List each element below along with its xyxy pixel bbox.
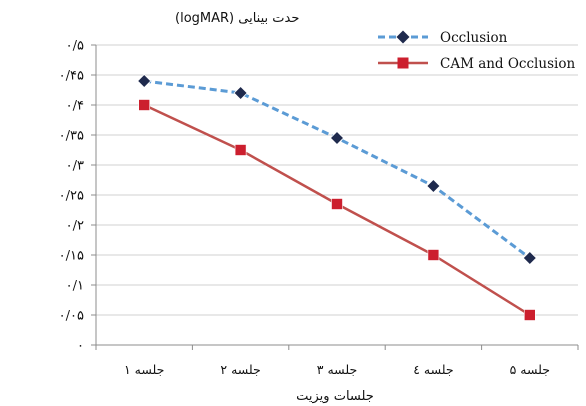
x-tick-label: جلسه ٤ bbox=[413, 362, 453, 377]
data-point-occlusion bbox=[233, 85, 248, 101]
x-tick-label: جلسه ۵ bbox=[510, 362, 550, 377]
y-tick-label: ۰/۱ bbox=[66, 279, 84, 294]
series-markers bbox=[137, 73, 537, 321]
legend-marker-cam-and-occlusion bbox=[397, 57, 409, 69]
x-tick-labels: جلسه ۱ جلسه ۲ جلسه ۳ جلسه ٤ جلسه ۵ bbox=[95, 345, 579, 377]
y-tick-label: ۰/۵ bbox=[66, 39, 84, 54]
legend-marker-occlusion bbox=[396, 30, 410, 44]
data-point-cam-and-occlusion bbox=[427, 249, 440, 261]
y-tick-label: ۰/۳ bbox=[66, 159, 84, 174]
x-tick-label: جلسه ۱ bbox=[124, 362, 164, 377]
y-tick-label: ۰/۲۵ bbox=[59, 189, 84, 204]
series-lines bbox=[143, 79, 531, 317]
data-point-occlusion bbox=[329, 130, 345, 146]
data-point-cam-and-occlusion bbox=[234, 144, 247, 156]
y-tick-label: ۰/۱۵ bbox=[59, 249, 84, 264]
y-tick-label: ۰/۲ bbox=[66, 219, 84, 234]
data-point-occlusion bbox=[426, 178, 441, 194]
data-point-cam-and-occlusion bbox=[331, 198, 343, 210]
y-axis-title: حدت بینایی (logMAR) bbox=[175, 11, 299, 26]
y-tick-label: ۰/۰۵ bbox=[59, 309, 84, 324]
series-line-0 bbox=[144, 79, 531, 260]
data-point-occlusion bbox=[522, 250, 537, 266]
data-point-cam-and-occlusion bbox=[138, 99, 150, 111]
y-tick-label: ۰/۴ bbox=[66, 99, 84, 114]
gridlines bbox=[96, 44, 578, 316]
y-tick-label: ۰ bbox=[77, 339, 84, 354]
legend-item-cam-and-occlusion: CAM and Occlusion bbox=[378, 56, 575, 72]
y-tick-label: ۰/۳۵ bbox=[59, 129, 84, 144]
legend-label-cam-and-occlusion: CAM and Occlusion bbox=[440, 56, 575, 72]
legend-item-occlusion: Occlusion bbox=[378, 30, 508, 46]
legend-label-occlusion: Occlusion bbox=[440, 30, 508, 46]
data-point-cam-and-occlusion bbox=[523, 309, 536, 321]
x-tick-label: جلسه ۲ bbox=[220, 362, 260, 377]
y-tick-label: ۰/۴۵ bbox=[59, 69, 84, 84]
x-tick-label: جلسه ۳ bbox=[317, 362, 357, 377]
y-tick-labels: ۰ ۰/۰۵ ۰/۱ ۰/۱۵ ۰/۲ ۰/۲۵ ۰/۳ ۰/۳۵ ۰/۴ ۰/۴۵ ۰/۵ bbox=[59, 39, 96, 354]
data-point-occlusion bbox=[137, 73, 152, 89]
x-axis-title: جلسات ویزیت bbox=[296, 389, 374, 404]
legend: Occlusion CAM and Occlusion bbox=[378, 30, 575, 72]
